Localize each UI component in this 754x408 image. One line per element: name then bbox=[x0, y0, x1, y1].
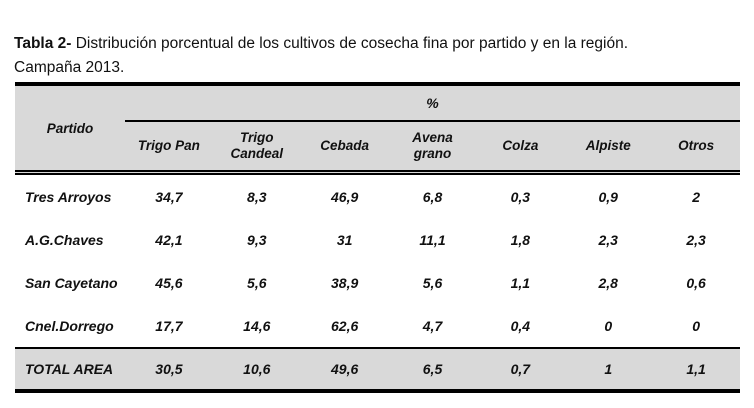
total-cell-value: 49,6 bbox=[331, 361, 359, 377]
cell-value: 38,9 bbox=[331, 274, 359, 291]
cell-value: 5,6 bbox=[422, 274, 443, 291]
cell-value: 34,7 bbox=[155, 188, 183, 205]
cell-value: 46,9 bbox=[331, 188, 359, 205]
row-label: Cnel.Dorrego bbox=[25, 317, 114, 334]
table-row: A.G.Chaves 42,1 9,3 31 11,1 1,8 2,3 2,3 bbox=[15, 218, 740, 261]
cell-value: 0 bbox=[692, 317, 700, 334]
row-label: San Cayetano bbox=[25, 274, 118, 291]
total-cell-value: 6,5 bbox=[422, 361, 443, 377]
percent-group-header: % bbox=[125, 86, 740, 122]
table-row: Cnel.Dorrego 17,7 14,6 62,6 4,7 0,4 0 0 bbox=[15, 304, 740, 347]
cell-value: 1,1 bbox=[510, 274, 531, 291]
column-header-trigo-pan: Trigo Pan bbox=[137, 137, 200, 153]
cell-value: 31 bbox=[336, 231, 353, 248]
cell-value: 17,7 bbox=[155, 317, 183, 334]
total-cell-value: 0,7 bbox=[510, 361, 531, 377]
total-cell-value: 1,1 bbox=[686, 361, 706, 377]
cell-value: 2 bbox=[692, 188, 700, 205]
cell-value: 9,3 bbox=[247, 231, 267, 248]
cell-value: 4,7 bbox=[422, 317, 443, 334]
cell-value: 45,6 bbox=[155, 274, 183, 291]
table-body: Tres Arroyos 34,7 8,3 46,9 6,8 0,3 0,9 2… bbox=[15, 175, 740, 389]
table-row: San Cayetano 45,6 5,6 38,9 5,6 1,1 2,8 0… bbox=[15, 261, 740, 304]
table-caption: Tabla 2- Distribución porcentual de los … bbox=[14, 32, 742, 80]
caption-label: Tabla 2- bbox=[14, 34, 72, 52]
corner-header: Partido bbox=[46, 120, 94, 136]
cell-value: 8,3 bbox=[247, 188, 267, 205]
total-row: TOTAL AREA 30,5 10,6 49,6 6,5 0,7 1 1,1 bbox=[15, 347, 740, 389]
total-cell-value: 30,5 bbox=[155, 361, 183, 377]
table-row: Tres Arroyos 34,7 8,3 46,9 6,8 0,3 0,9 2 bbox=[15, 175, 740, 218]
cell-value: 2,3 bbox=[598, 231, 618, 248]
cell-value: 62,6 bbox=[331, 317, 359, 334]
cell-value: 6,8 bbox=[422, 188, 443, 205]
cell-value: 14,6 bbox=[243, 317, 271, 334]
column-header-trigo-candeal: Trigo Candeal bbox=[230, 129, 284, 161]
cell-value: 11,1 bbox=[419, 231, 446, 248]
cell-value: 0 bbox=[604, 317, 613, 334]
cell-value: 0,3 bbox=[510, 188, 531, 205]
column-header-otros: Otros bbox=[678, 137, 715, 153]
cell-value: 42,1 bbox=[155, 231, 183, 248]
total-row-label: TOTAL AREA bbox=[25, 361, 114, 377]
column-header-cebada: Cebada bbox=[320, 137, 370, 153]
caption-line2: Campaña 2013. bbox=[14, 58, 125, 76]
total-cell-value: 10,6 bbox=[243, 361, 271, 377]
column-header-alpiste: Alpiste bbox=[585, 137, 631, 153]
cell-value: 0,9 bbox=[598, 188, 618, 205]
column-header-row: Trigo Pan Trigo Candeal Cebada Avena gra… bbox=[125, 122, 740, 170]
cell-value: 0,6 bbox=[686, 274, 706, 291]
column-header-colza: Colza bbox=[502, 137, 539, 153]
column-header-avena-grano: Avena grano bbox=[412, 129, 453, 161]
caption-text: Distribución porcentual de los cultivos … bbox=[71, 34, 629, 52]
row-label: Tres Arroyos bbox=[25, 188, 112, 205]
table-header: Partido % Trigo Pan Trigo Candeal Cebada… bbox=[15, 86, 740, 175]
cell-value: 2,8 bbox=[598, 274, 618, 291]
cell-value: 0,4 bbox=[510, 317, 531, 334]
data-table: Partido % Trigo Pan Trigo Candeal Cebada… bbox=[15, 82, 740, 393]
header-right-section: % Trigo Pan Trigo Candeal Cebada Avena g… bbox=[125, 86, 740, 170]
cell-value: 1,8 bbox=[510, 231, 531, 248]
cell-value: 5,6 bbox=[247, 274, 267, 291]
total-cell-value: 1 bbox=[604, 361, 613, 377]
row-label: A.G.Chaves bbox=[25, 231, 104, 248]
cell-value: 2,3 bbox=[686, 231, 706, 248]
